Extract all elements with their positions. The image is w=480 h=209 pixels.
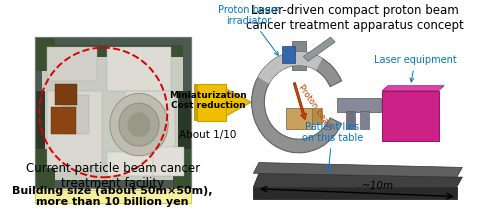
Bar (42, 45, 183, 180)
Bar (62, 96, 89, 134)
Polygon shape (303, 37, 335, 61)
Text: Miniaturization
Cost reduction: Miniaturization Cost reduction (169, 91, 247, 110)
Polygon shape (128, 113, 150, 136)
Bar (346, 111, 355, 129)
Wedge shape (258, 52, 323, 84)
Bar (194, 84, 198, 121)
Bar (35, 149, 55, 188)
Polygon shape (253, 173, 462, 187)
Bar (360, 111, 369, 129)
Bar (153, 147, 184, 176)
Bar (35, 37, 191, 188)
Polygon shape (383, 86, 444, 90)
Text: Proton beam
irradiator: Proton beam irradiator (218, 5, 280, 55)
Bar (35, 190, 191, 203)
Bar (173, 149, 191, 188)
Bar (312, 108, 323, 124)
Bar (107, 152, 171, 176)
Bar (35, 90, 46, 149)
Polygon shape (253, 187, 457, 200)
Wedge shape (252, 52, 342, 153)
Bar (383, 90, 439, 141)
Bar (125, 90, 175, 149)
Bar (42, 45, 183, 57)
FancyArrow shape (293, 82, 307, 120)
Bar (47, 90, 102, 168)
Text: Laser-driven compact proton beam
cancer treatment apparatus concept: Laser-driven compact proton beam cancer … (246, 4, 464, 32)
Bar (35, 37, 191, 188)
Bar (337, 98, 381, 112)
Text: About 1/10: About 1/10 (180, 130, 237, 140)
Bar (55, 84, 77, 105)
Polygon shape (253, 163, 462, 177)
Text: ~10m: ~10m (362, 181, 394, 191)
Bar (282, 46, 295, 63)
Polygon shape (119, 103, 159, 146)
Bar (35, 37, 55, 71)
Text: Laser equipment: Laser equipment (374, 55, 456, 82)
Bar (197, 84, 226, 121)
Bar (47, 47, 97, 81)
Bar (178, 90, 191, 149)
Text: Proton beam: Proton beam (296, 83, 334, 132)
Bar (107, 47, 171, 90)
Text: Patient lies
on this table: Patient lies on this table (302, 122, 363, 171)
Bar (286, 108, 312, 130)
Polygon shape (226, 89, 251, 116)
Text: Current particle beam cancer
treatment facility: Current particle beam cancer treatment f… (25, 162, 200, 190)
Bar (51, 107, 76, 134)
Bar (291, 41, 306, 70)
Text: Building size (about 50m×50m),
more than 10 billion yen: Building size (about 50m×50m), more than… (12, 186, 213, 207)
Polygon shape (110, 93, 168, 156)
